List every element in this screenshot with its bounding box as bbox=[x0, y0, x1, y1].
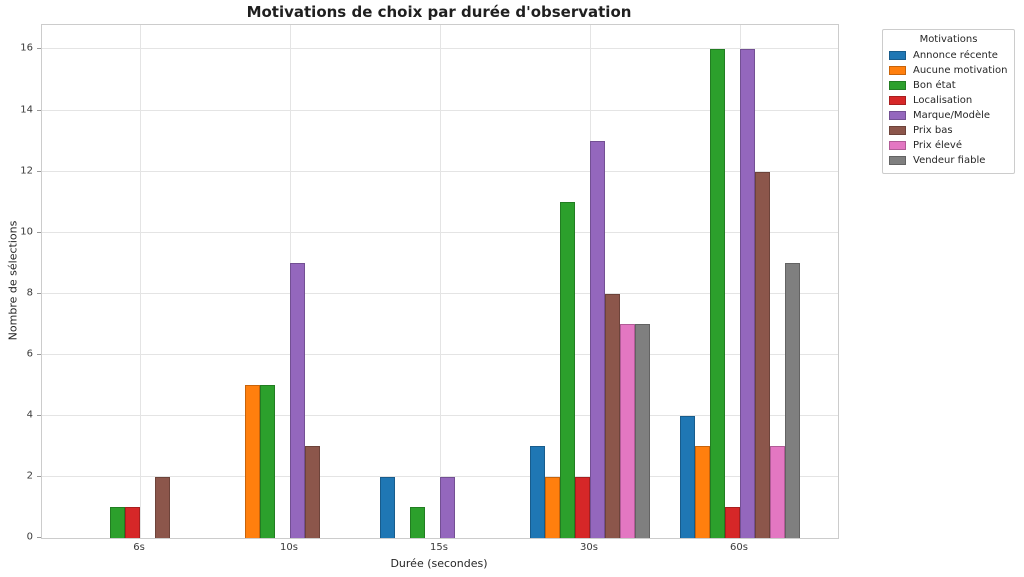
legend-swatch bbox=[889, 141, 906, 150]
x-tick-label: 30s bbox=[580, 542, 598, 553]
bar bbox=[575, 476, 590, 538]
legend-entry: Prix élevé bbox=[889, 138, 1008, 153]
y-tick-label: 12 bbox=[20, 165, 33, 177]
legend-swatch bbox=[889, 126, 906, 135]
bar bbox=[260, 385, 275, 538]
y-tick-mark bbox=[37, 109, 41, 111]
legend-title: Motivations bbox=[919, 34, 978, 45]
x-axis-label: Durée (secondes) bbox=[390, 557, 488, 570]
bar bbox=[380, 476, 395, 538]
y-tick-label: 10 bbox=[20, 226, 33, 238]
y-tick-mark bbox=[37, 231, 41, 233]
bar bbox=[725, 507, 740, 538]
plot-area bbox=[41, 24, 839, 539]
legend-entry: Bon état bbox=[889, 78, 1008, 93]
bar bbox=[155, 476, 170, 538]
y-tick-label: 8 bbox=[26, 287, 33, 299]
bar bbox=[110, 507, 125, 538]
bar bbox=[410, 507, 425, 538]
legend-swatch bbox=[889, 156, 906, 165]
x-tick-label: 60s bbox=[730, 542, 748, 553]
legend-entry: Prix bas bbox=[889, 123, 1008, 138]
legend-label: Localisation bbox=[913, 95, 973, 106]
bar bbox=[605, 293, 620, 538]
legend-label: Aucune motivation bbox=[913, 65, 1008, 76]
y-tick-label: 14 bbox=[20, 104, 33, 115]
legend: Motivations Annonce récente Aucune motiva… bbox=[882, 29, 1015, 174]
y-tick-label: 2 bbox=[26, 470, 33, 482]
bar bbox=[530, 446, 545, 538]
bar bbox=[590, 141, 605, 538]
legend-label: Annonce récente bbox=[913, 50, 998, 61]
gridline-vertical bbox=[440, 25, 441, 538]
x-tick-label: 6s bbox=[133, 542, 145, 553]
x-tick-label: 10s bbox=[280, 542, 298, 553]
legend-label: Bon état bbox=[913, 80, 956, 91]
bar bbox=[635, 324, 650, 538]
legend-swatch bbox=[889, 66, 906, 75]
y-tick-mark bbox=[37, 353, 41, 355]
y-tick-label: 16 bbox=[20, 42, 33, 54]
y-axis-label: Nombre de sélections bbox=[6, 220, 20, 341]
legend-swatch bbox=[889, 111, 906, 120]
y-tick-label: 0 bbox=[26, 531, 33, 543]
y-tick-mark bbox=[37, 170, 41, 172]
bar bbox=[440, 476, 455, 538]
bar bbox=[125, 507, 140, 538]
legend-swatch bbox=[889, 96, 906, 105]
bar bbox=[620, 324, 635, 538]
bar bbox=[785, 263, 800, 538]
legend-label: Vendeur fiable bbox=[913, 155, 986, 166]
legend-entry: Marque/Modèle bbox=[889, 108, 1008, 123]
bar bbox=[755, 171, 770, 538]
x-tick-label: 15s bbox=[430, 542, 448, 553]
bar bbox=[290, 263, 305, 538]
bar bbox=[245, 385, 260, 538]
y-tick-mark bbox=[37, 475, 41, 477]
chart-title: Motivations de choix par durée d'observa… bbox=[246, 3, 632, 21]
gridline-vertical bbox=[140, 25, 141, 538]
bar bbox=[740, 49, 755, 538]
y-tick-mark bbox=[37, 537, 41, 538]
bar bbox=[680, 415, 695, 538]
bar bbox=[710, 49, 725, 538]
legend-entries: Annonce récente Aucune motivation Bon état… bbox=[889, 48, 1008, 168]
y-tick-label: 4 bbox=[26, 409, 33, 421]
y-tick-mark bbox=[37, 48, 41, 50]
legend-swatch bbox=[889, 81, 906, 90]
y-tick-mark bbox=[37, 292, 41, 294]
legend-label: Prix bas bbox=[913, 125, 953, 136]
legend-entry: Localisation bbox=[889, 93, 1008, 108]
bar bbox=[545, 476, 560, 538]
legend-label: Marque/Modèle bbox=[913, 110, 991, 121]
bar bbox=[695, 446, 710, 538]
bar bbox=[770, 446, 785, 538]
y-tick-label: 6 bbox=[26, 348, 33, 360]
legend-entry: Annonce récente bbox=[889, 48, 1008, 63]
legend-entry: Vendeur fiable bbox=[889, 153, 1008, 168]
legend-swatch bbox=[889, 51, 906, 60]
y-tick-mark bbox=[37, 414, 41, 416]
bar bbox=[305, 446, 320, 538]
legend-label: Prix élevé bbox=[913, 140, 962, 151]
bar bbox=[560, 202, 575, 538]
legend-entry: Aucune motivation bbox=[889, 63, 1008, 78]
